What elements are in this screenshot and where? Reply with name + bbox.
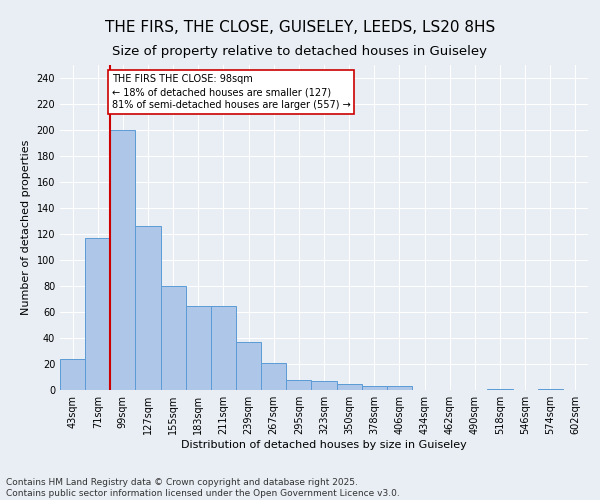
- Bar: [236, 342, 261, 390]
- Bar: [538, 388, 563, 390]
- Bar: [60, 359, 85, 390]
- Bar: [362, 386, 387, 390]
- Text: THE FIRS THE CLOSE: 98sqm
← 18% of detached houses are smaller (127)
81% of semi: THE FIRS THE CLOSE: 98sqm ← 18% of detac…: [112, 74, 350, 110]
- X-axis label: Distribution of detached houses by size in Guiseley: Distribution of detached houses by size …: [181, 440, 467, 450]
- Bar: [136, 226, 161, 390]
- Bar: [387, 386, 412, 390]
- Bar: [261, 362, 286, 390]
- Bar: [85, 238, 110, 390]
- Bar: [110, 130, 136, 390]
- Bar: [311, 381, 337, 390]
- Text: Contains HM Land Registry data © Crown copyright and database right 2025.
Contai: Contains HM Land Registry data © Crown c…: [6, 478, 400, 498]
- Text: THE FIRS, THE CLOSE, GUISELEY, LEEDS, LS20 8HS: THE FIRS, THE CLOSE, GUISELEY, LEEDS, LS…: [105, 20, 495, 35]
- Bar: [286, 380, 311, 390]
- Bar: [161, 286, 186, 390]
- Bar: [487, 388, 512, 390]
- Y-axis label: Number of detached properties: Number of detached properties: [21, 140, 31, 315]
- Bar: [186, 306, 211, 390]
- Text: Size of property relative to detached houses in Guiseley: Size of property relative to detached ho…: [113, 45, 487, 58]
- Bar: [337, 384, 362, 390]
- Bar: [211, 306, 236, 390]
